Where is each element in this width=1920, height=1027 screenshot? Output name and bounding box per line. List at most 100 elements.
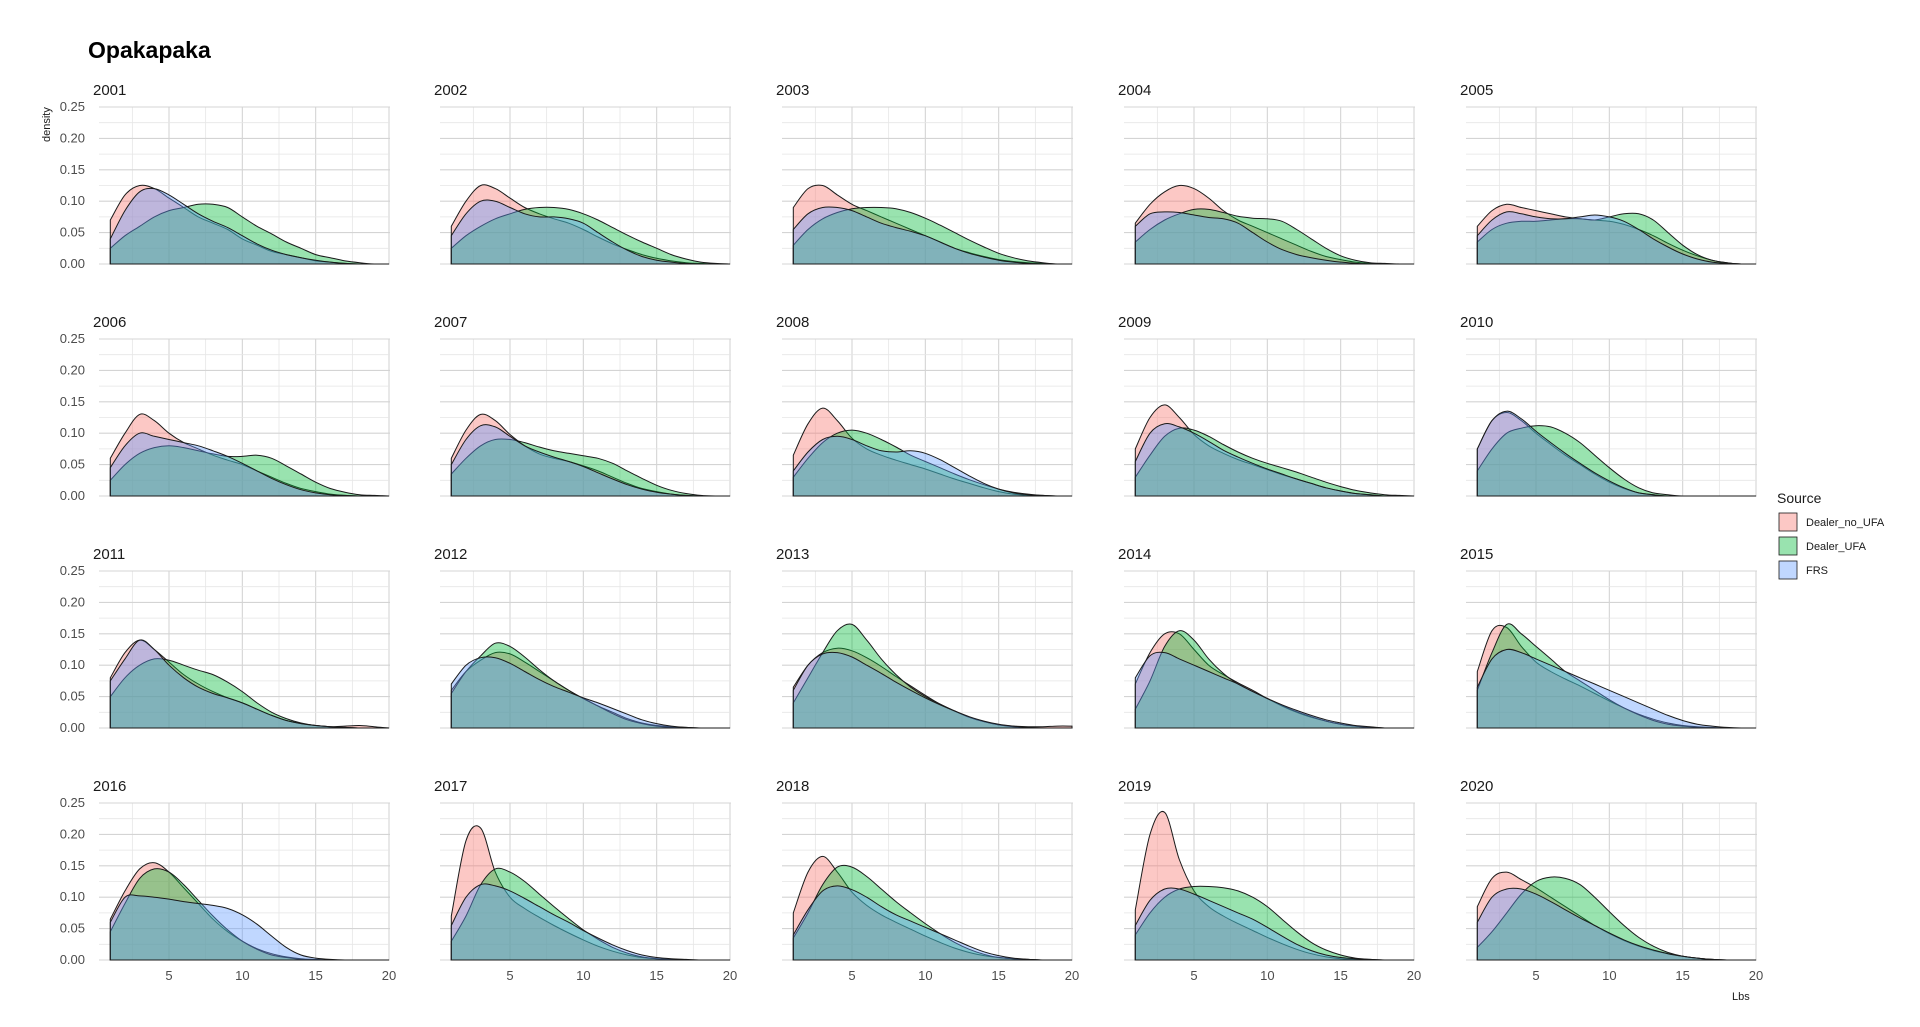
density-line-Dealer_UFA bbox=[450, 206, 731, 265]
y-tick-label: 0.05 bbox=[60, 457, 85, 472]
y-tick-label: 0.25 bbox=[60, 563, 85, 578]
x-axis-label: Lbs bbox=[1732, 991, 1750, 1003]
density-line-FRS bbox=[450, 656, 731, 729]
density-line-FRS bbox=[792, 435, 1072, 497]
x-tick-label: 10 bbox=[918, 968, 932, 983]
y-tick-label: 0.05 bbox=[60, 689, 85, 704]
density-area-Dealer_no_UFA bbox=[793, 856, 1072, 960]
y-tick-label: 0.15 bbox=[60, 394, 85, 409]
density-area-FRS bbox=[793, 206, 1072, 264]
facet-panel-2013: 2013 bbox=[776, 546, 1073, 729]
x-tick-label: 5 bbox=[165, 968, 172, 983]
facet-panel-2014: 2014 bbox=[1118, 546, 1415, 729]
facet-label: 2012 bbox=[434, 546, 467, 563]
density-line-FRS bbox=[1134, 887, 1414, 961]
facet-label: 2005 bbox=[1460, 82, 1493, 99]
density-line-FRS bbox=[792, 651, 1073, 729]
y-tick-label: 0.00 bbox=[60, 488, 85, 503]
density-line-FRS bbox=[109, 432, 389, 497]
x-tick-label: 10 bbox=[576, 968, 590, 983]
density-area-Dealer_UFA bbox=[1477, 213, 1756, 264]
density-line-FRS bbox=[109, 639, 390, 729]
density-area-Dealer_no_UFA bbox=[451, 652, 730, 728]
density-area-Dealer_no_UFA bbox=[1135, 404, 1414, 496]
density-area-FRS bbox=[451, 424, 730, 496]
legend-key-FRS bbox=[1778, 560, 1798, 580]
legend: Source Dealer_no_UFA Dealer_UFA FRS bbox=[1777, 490, 1885, 580]
legend-label: FRS bbox=[1806, 565, 1828, 577]
density-area-Dealer_UFA bbox=[110, 658, 390, 728]
density-line-FRS bbox=[450, 424, 730, 497]
facet-label: 2002 bbox=[434, 82, 467, 99]
density-area-FRS bbox=[1135, 887, 1414, 960]
facet-label: 2017 bbox=[434, 778, 467, 795]
density-line-Dealer_UFA bbox=[792, 429, 1072, 497]
density-area-Dealer_UFA bbox=[1135, 208, 1414, 264]
density-area-Dealer_no_UFA bbox=[1477, 412, 1756, 496]
density-line-FRS bbox=[1476, 211, 1756, 265]
density-area-Dealer_UFA bbox=[1135, 427, 1414, 496]
y-tick-label: 0.00 bbox=[60, 256, 85, 271]
y-tick-label: 0.20 bbox=[60, 130, 85, 145]
x-tick-label: 20 bbox=[382, 968, 396, 983]
facet-panel-2015: 2015 bbox=[1460, 546, 1757, 729]
facet-panel-2012: 2012 bbox=[434, 546, 731, 729]
legend-label: Dealer_UFA bbox=[1806, 541, 1867, 553]
density-line-Dealer_no_UFA bbox=[792, 407, 1072, 497]
facet-panels: 2001 0.00 0.05 0.10 0.15 0.20 0.25 2002 2003 2004… bbox=[60, 82, 1764, 983]
density-area-Dealer_no_UFA bbox=[451, 825, 730, 960]
y-tick-label: 0.20 bbox=[60, 826, 85, 841]
density-area-FRS bbox=[1135, 652, 1414, 728]
density-area-FRS bbox=[793, 652, 1072, 728]
x-tick-label: 15 bbox=[649, 968, 663, 983]
y-tick-label: 0.10 bbox=[60, 657, 85, 672]
y-tick-label: 0.25 bbox=[60, 795, 85, 810]
density-line-FRS bbox=[1134, 651, 1415, 729]
facet-label: 2011 bbox=[93, 546, 125, 563]
density-area-Dealer_no_UFA bbox=[793, 408, 1072, 496]
facet-label: 2008 bbox=[776, 314, 809, 331]
density-line-Dealer_UFA bbox=[109, 445, 390, 497]
density-line-Dealer_UFA bbox=[450, 438, 730, 497]
y-axis-label: density bbox=[41, 107, 53, 142]
facet-panel-2001: 2001 0.00 0.05 0.10 0.15 0.20 0.25 bbox=[60, 82, 390, 271]
x-tick-label: 20 bbox=[1065, 968, 1079, 983]
density-line-FRS bbox=[792, 885, 1072, 961]
x-tick-label: 10 bbox=[1602, 968, 1616, 983]
density-line-Dealer_no_UFA bbox=[1134, 184, 1414, 265]
facet-label: 2001 bbox=[93, 82, 126, 99]
facet-label: 2018 bbox=[776, 778, 809, 795]
facet-label: 2009 bbox=[1118, 314, 1151, 331]
facet-panel-2002: 2002 bbox=[434, 82, 731, 265]
density-area-Dealer_no_UFA bbox=[793, 185, 1072, 264]
density-area-Dealer_no_UFA bbox=[451, 184, 730, 264]
facet-label: 2004 bbox=[1118, 82, 1151, 99]
density-area-Dealer_UFA bbox=[451, 868, 730, 960]
facet-panel-2003: 2003 bbox=[776, 82, 1073, 265]
x-tick-label: 20 bbox=[723, 968, 737, 983]
density-area-FRS bbox=[110, 432, 390, 496]
density-area-Dealer_UFA bbox=[451, 438, 730, 496]
density-line-Dealer_UFA bbox=[792, 206, 1072, 265]
density-area-Dealer_no_UFA bbox=[1477, 625, 1756, 728]
density-line-Dealer_no_UFA bbox=[450, 184, 730, 265]
facet-label: 2015 bbox=[1460, 546, 1493, 563]
density-line-Dealer_UFA bbox=[109, 203, 389, 265]
x-tick-label: 10 bbox=[235, 968, 249, 983]
density-area-FRS bbox=[110, 894, 390, 960]
density-area-FRS bbox=[1135, 211, 1414, 264]
density-line-FRS bbox=[450, 199, 730, 265]
x-tick-label: 10 bbox=[1260, 968, 1274, 983]
facet-panel-2018: 2018 5 10 15 20 bbox=[776, 778, 1079, 983]
facet-label: 2020 bbox=[1460, 778, 1493, 795]
y-tick-label: 0.25 bbox=[60, 331, 85, 346]
facet-panel-2008: 2008 bbox=[776, 314, 1073, 497]
facet-panel-2006: 2006 0.00 0.05 0.10 0.15 0.20 0.25 bbox=[60, 314, 390, 503]
density-area-Dealer_UFA bbox=[451, 207, 730, 264]
density-area-FRS bbox=[1477, 649, 1756, 728]
density-area-Dealer_UFA bbox=[793, 430, 1072, 496]
legend-title: Source bbox=[1777, 490, 1822, 506]
density-area-FRS bbox=[451, 656, 730, 728]
facet-label: 2003 bbox=[776, 82, 809, 99]
